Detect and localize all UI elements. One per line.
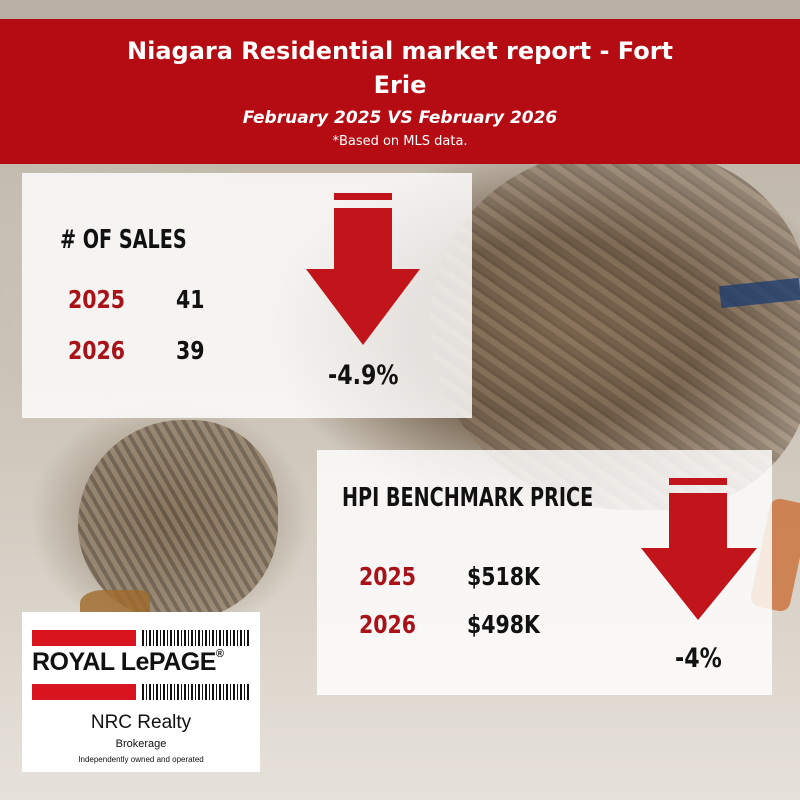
report-header: Niagara Residential market report - Fort… — [0, 19, 800, 164]
office-type: Brokerage — [115, 738, 167, 750]
down-arrow-icon — [306, 193, 420, 345]
report-title: Niagara Residential market report - Fort… — [127, 37, 673, 99]
hpi-value-2025: $518K — [467, 562, 540, 591]
sales-year-2026: 2026 — [68, 336, 126, 365]
sales-change-percent: -4.9% — [328, 360, 399, 391]
royal-lepage-logo: ROYAL LePAGE® NRC Realty Brokerage Indep… — [22, 612, 260, 772]
hpi-year-2025: 2025 — [359, 562, 417, 591]
hpi-year-2026: 2026 — [359, 610, 417, 639]
sales-value-2026: 39 — [176, 336, 205, 365]
sales-panel: # OF SALES 2025 41 2026 39 -4.9% — [22, 173, 472, 418]
duck-head — [78, 420, 278, 620]
logo-bottom-bar — [32, 684, 250, 700]
sales-heading: # OF SALES — [60, 225, 187, 255]
logo-brand-name: ROYAL LePAGE® — [32, 648, 224, 676]
logo-top-bar — [32, 630, 250, 646]
sales-year-2025: 2025 — [68, 285, 126, 314]
data-source-note: *Based on MLS data. — [332, 134, 468, 149]
hpi-value-2026: $498K — [467, 610, 540, 639]
report-subtitle: February 2025 VS February 2026 — [242, 108, 558, 128]
sales-value-2025: 41 — [176, 285, 205, 314]
hpi-change-percent: -4% — [675, 643, 722, 674]
hpi-heading: HPI BENCHMARK PRICE — [342, 483, 594, 513]
hpi-panel: HPI BENCHMARK PRICE 2025 $518K 2026 $498… — [317, 450, 772, 695]
office-tagline: Independently owned and operated — [78, 755, 204, 764]
down-arrow-icon — [641, 478, 757, 620]
office-name: NRC Realty — [90, 712, 192, 733]
